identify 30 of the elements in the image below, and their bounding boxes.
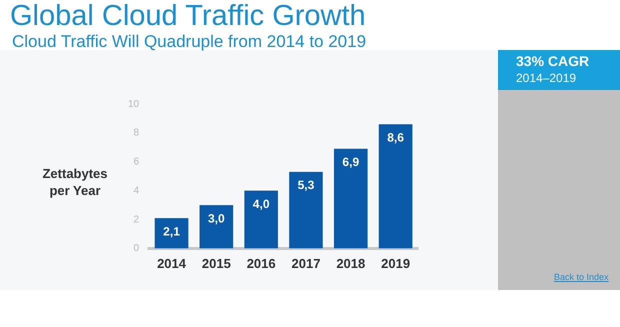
bar bbox=[289, 172, 323, 248]
y-tick-label: 0 bbox=[134, 243, 140, 254]
y-tick-label: 8 bbox=[134, 128, 140, 139]
chart-title: Global Cloud Traffic Growth bbox=[10, 0, 366, 33]
chart-subtitle: Cloud Traffic Will Quadruple from 2014 to 2019 bbox=[12, 32, 366, 52]
data-label: 8,6 bbox=[387, 130, 404, 145]
x-tick-label: 2017 bbox=[292, 256, 320, 271]
y-tick-label: 6 bbox=[134, 156, 140, 168]
text: 2014–2019 bbox=[516, 71, 576, 85]
y-tick-label: 10 bbox=[128, 98, 140, 110]
bar bbox=[378, 124, 412, 248]
x-tick-label: 2019 bbox=[381, 256, 410, 271]
y-axis-title: Zettabytes per Year bbox=[41, 165, 109, 199]
bar bbox=[334, 148, 368, 248]
x-tick-label: 2018 bbox=[336, 256, 366, 271]
data-label: 3,0 bbox=[208, 211, 226, 226]
x-tick-label: 2015 bbox=[202, 256, 231, 271]
x-tick-label: 2016 bbox=[246, 256, 276, 271]
data-label: 2,1 bbox=[163, 224, 180, 238]
bar bbox=[154, 218, 188, 248]
y-tick-label: 4 bbox=[134, 185, 140, 196]
y-tick-label: 2 bbox=[134, 214, 140, 226]
text: Back to Index bbox=[554, 272, 609, 282]
bar bbox=[244, 190, 278, 248]
text: 33% CAGR bbox=[516, 53, 590, 69]
data-label: 5,3 bbox=[298, 178, 315, 192]
bar bbox=[200, 205, 234, 248]
x-tick-label: 2014 bbox=[157, 256, 187, 271]
data-label: 6,9 bbox=[342, 155, 360, 170]
data-label: 4,0 bbox=[252, 196, 270, 211]
